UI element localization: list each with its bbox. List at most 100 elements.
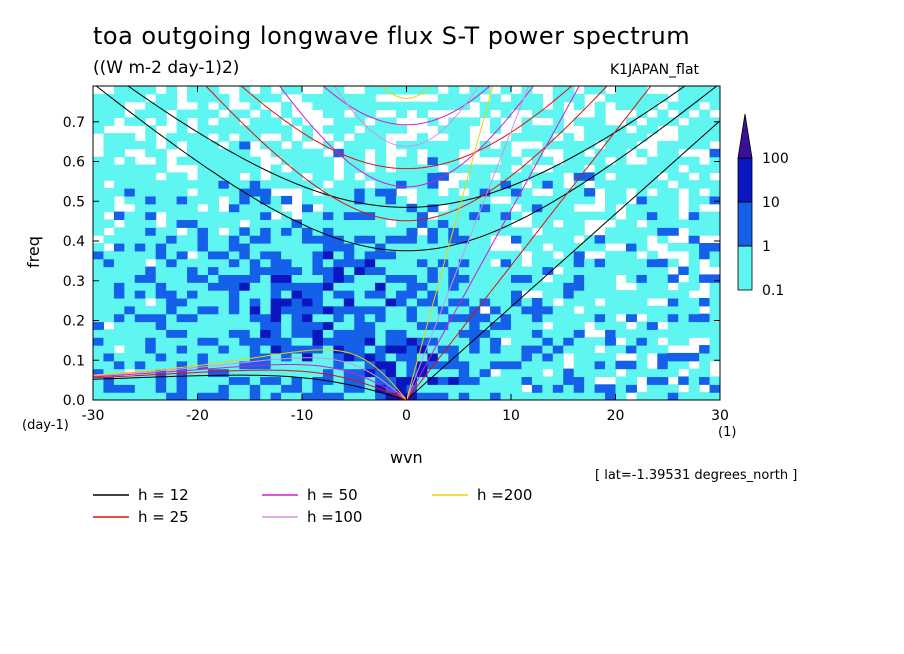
spectrum-cell bbox=[396, 227, 408, 236]
spectrum-cell bbox=[667, 188, 679, 197]
spectrum-cell bbox=[249, 172, 261, 181]
spectrum-cell bbox=[239, 250, 251, 260]
spectrum-cell bbox=[187, 329, 199, 338]
spectrum-cell bbox=[646, 101, 658, 111]
spectrum-cell bbox=[145, 337, 157, 346]
spectrum-cell bbox=[218, 93, 230, 103]
spectrum-cell bbox=[145, 313, 157, 323]
spectrum-cell bbox=[542, 305, 554, 315]
spectrum-cell bbox=[375, 258, 387, 268]
spectrum-cell bbox=[615, 148, 627, 158]
spectrum-cell bbox=[187, 148, 199, 158]
spectrum-cell bbox=[124, 313, 136, 323]
spectrum-cell bbox=[249, 133, 261, 142]
spectrum-cell bbox=[93, 266, 105, 275]
spectrum-cell bbox=[615, 86, 627, 95]
spectrum-cell bbox=[563, 321, 575, 330]
spectrum-cell bbox=[479, 337, 491, 346]
latitude-info: [ lat=-1.39531 degrees_north ] bbox=[595, 468, 798, 483]
spectrum-cell bbox=[646, 392, 658, 400]
spectrum-cell bbox=[113, 172, 125, 181]
spectrum-cell bbox=[364, 266, 376, 275]
spectrum-cell bbox=[375, 164, 387, 173]
spectrum-cell bbox=[145, 86, 157, 95]
spectrum-cell bbox=[469, 282, 481, 291]
spectrum-cell bbox=[187, 86, 199, 95]
spectrum-cell bbox=[113, 360, 125, 370]
spectrum-cell bbox=[166, 133, 178, 142]
spectrum-cell bbox=[103, 337, 115, 346]
spectrum-cell bbox=[458, 384, 470, 393]
spectrum-cell bbox=[302, 321, 314, 330]
spectrum-cell bbox=[281, 337, 293, 346]
spectrum-cell bbox=[302, 352, 314, 362]
spectrum-cell bbox=[354, 313, 366, 323]
spectrum-cell bbox=[364, 93, 376, 103]
spectrum-cell bbox=[667, 329, 679, 338]
spectrum-cell bbox=[584, 86, 596, 95]
spectrum-cell bbox=[302, 313, 314, 323]
spectrum-cell bbox=[187, 243, 199, 252]
spectrum-cell bbox=[688, 93, 700, 103]
spectrum-cell bbox=[270, 172, 282, 181]
spectrum-cell bbox=[145, 211, 157, 221]
spectrum-cell bbox=[406, 345, 418, 354]
spectrum-cell bbox=[552, 274, 564, 283]
spectrum-cell bbox=[207, 297, 219, 307]
spectrum-cell bbox=[469, 86, 481, 95]
legend-label: h = 50 bbox=[307, 486, 358, 504]
spectrum-cell bbox=[281, 211, 293, 221]
spectrum-cell bbox=[260, 109, 272, 118]
spectrum-cell bbox=[667, 172, 679, 181]
spectrum-cell bbox=[636, 360, 648, 370]
spectrum-cell bbox=[302, 156, 314, 166]
x-tick-label: -30 bbox=[82, 408, 105, 424]
spectrum-cell bbox=[699, 164, 711, 173]
spectrum-cell bbox=[636, 109, 648, 118]
spectrum-cell bbox=[427, 258, 439, 268]
spectrum-cell bbox=[479, 313, 491, 323]
spectrum-cell bbox=[563, 368, 575, 378]
spectrum-cell bbox=[103, 290, 115, 299]
spectrum-cell bbox=[448, 117, 460, 126]
spectrum-cell bbox=[343, 156, 355, 166]
spectrum-cell bbox=[709, 345, 720, 354]
spectrum-cell bbox=[354, 321, 366, 330]
spectrum-cell bbox=[479, 297, 491, 307]
spectrum-cell bbox=[688, 243, 700, 252]
spectrum-cell bbox=[218, 313, 230, 323]
spectrum-cell bbox=[333, 117, 345, 126]
spectrum-cell bbox=[573, 376, 585, 385]
spectrum-cell bbox=[636, 125, 648, 134]
spectrum-cell bbox=[646, 258, 658, 268]
spectrum-cell bbox=[448, 86, 460, 95]
spectrum-cell bbox=[207, 203, 219, 213]
spectrum-cell bbox=[343, 211, 355, 221]
spectrum-cell bbox=[396, 297, 408, 307]
spectrum-cell bbox=[228, 203, 240, 213]
spectrum-cell bbox=[479, 384, 491, 393]
spectrum-cell bbox=[688, 164, 700, 173]
spectrum-cell bbox=[207, 195, 219, 205]
spectrum-cell bbox=[688, 211, 700, 221]
spectrum-cell bbox=[437, 392, 449, 400]
spectrum-cell bbox=[166, 86, 178, 95]
spectrum-cell bbox=[155, 384, 167, 393]
spectrum-cell bbox=[479, 148, 491, 158]
spectrum-cell bbox=[552, 101, 564, 111]
spectrum-cell bbox=[155, 164, 167, 173]
spectrum-cell bbox=[93, 313, 105, 323]
spectrum-cell bbox=[458, 266, 470, 275]
spectrum-cell bbox=[281, 305, 293, 315]
spectrum-cell bbox=[511, 321, 523, 330]
spectrum-cell bbox=[249, 297, 261, 307]
spectrum-cell bbox=[479, 164, 491, 173]
spectrum-cell bbox=[113, 337, 125, 346]
spectrum-cell bbox=[375, 117, 387, 126]
spectrum-cell bbox=[291, 172, 303, 181]
colorbar-segment bbox=[737, 157, 753, 203]
spectrum-cell bbox=[312, 148, 324, 158]
spectrum-cell bbox=[385, 368, 397, 378]
x-tick-label: 0 bbox=[402, 408, 411, 424]
spectrum-cell bbox=[312, 195, 324, 205]
